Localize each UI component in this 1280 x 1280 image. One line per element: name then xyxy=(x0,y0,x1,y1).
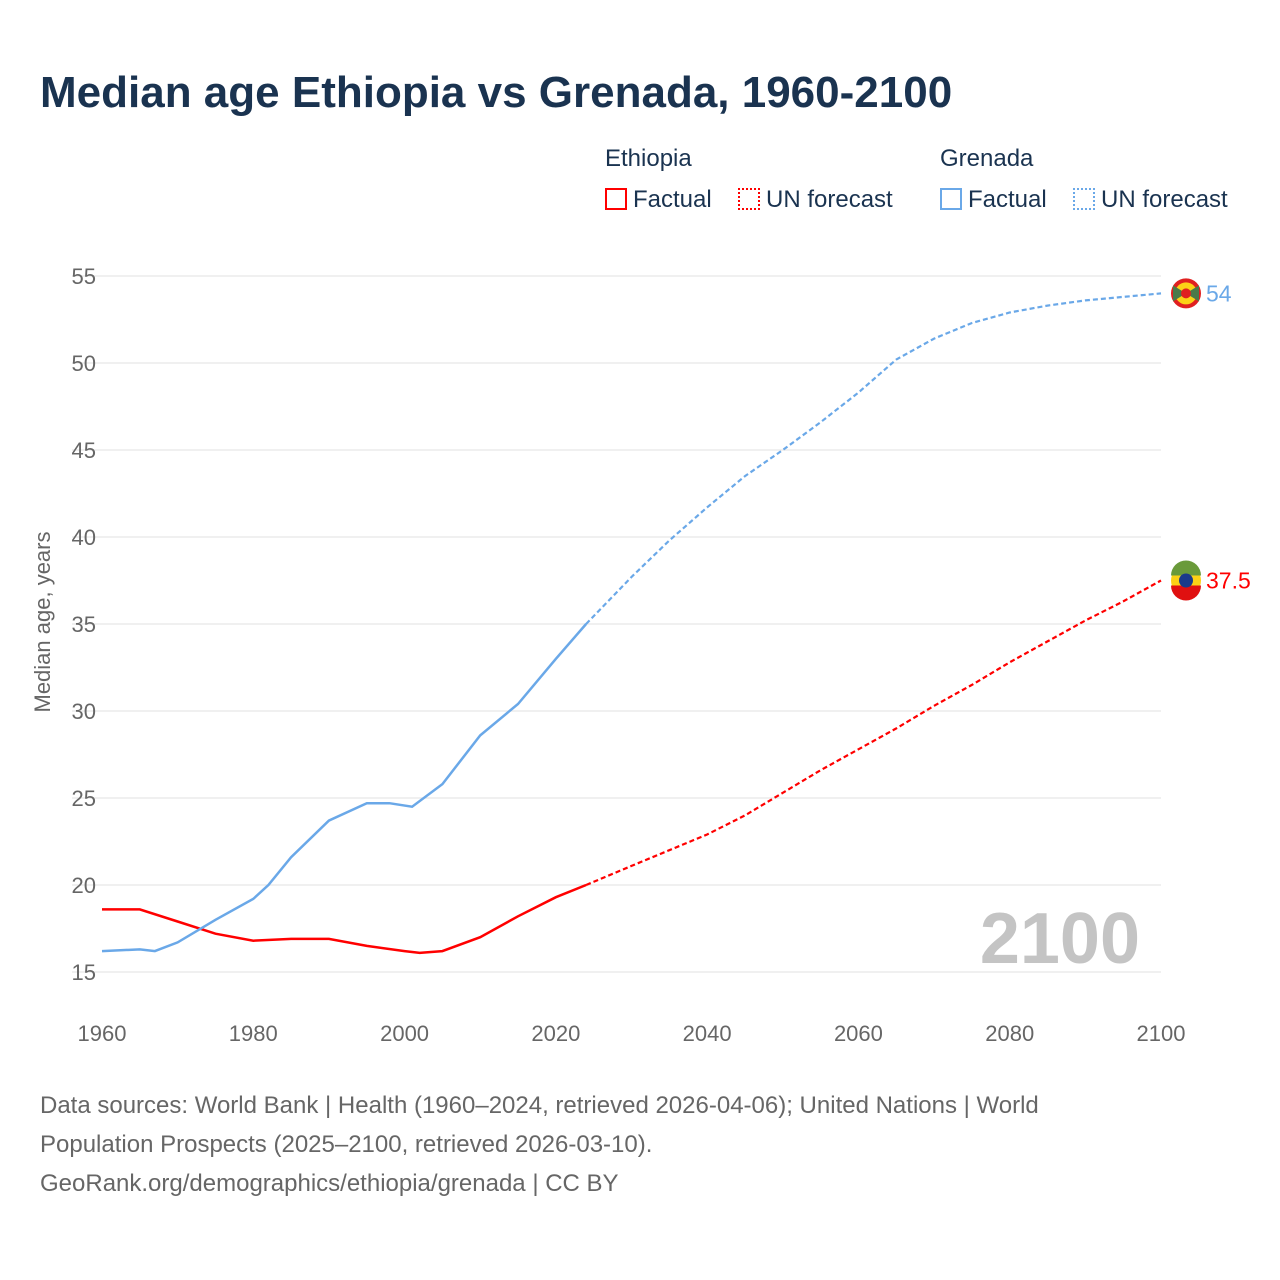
y-tick-label: 15 xyxy=(72,960,96,985)
grenada-flag-icon xyxy=(1171,278,1201,309)
legend-ethiopia-factual[interactable]: Factual xyxy=(605,186,712,214)
ethiopia-flag-icon xyxy=(1171,560,1201,601)
grenada-end-label: 54 xyxy=(1206,280,1232,306)
ethiopia-factual-line xyxy=(102,883,587,955)
legend-grenada-heading: Grenada xyxy=(940,145,1034,172)
y-tick-label: 35 xyxy=(72,612,96,637)
legend-grenada-factual[interactable]: Factual xyxy=(940,186,1047,214)
y-tick-label: 55 xyxy=(72,264,96,289)
x-tick-label: 1980 xyxy=(229,1021,278,1046)
x-tick-label: 2100 xyxy=(1137,1021,1186,1046)
legend-grenada-forecast[interactable]: UN forecast xyxy=(1073,186,1228,214)
y-tick-label: 45 xyxy=(72,438,96,463)
grenada-factual-line xyxy=(101,623,588,953)
ethiopia-forecast-line xyxy=(585,579,1162,887)
legend-label: UN forecast xyxy=(1101,186,1228,213)
y-axis-label: Median age, years xyxy=(30,532,55,713)
x-tick-label: 2080 xyxy=(985,1021,1034,1046)
y-tick-label: 25 xyxy=(72,786,96,811)
legend-ethiopia-forecast[interactable]: UN forecast xyxy=(738,186,893,214)
legend-ethiopia-heading: Ethiopia xyxy=(605,145,692,172)
x-tick-label: 2000 xyxy=(380,1021,429,1046)
ethiopia-end-label: 37.5 xyxy=(1206,568,1251,594)
x-tick-label: 2060 xyxy=(834,1021,883,1046)
y-tick-label: 20 xyxy=(72,873,96,898)
y-tick-label: 50 xyxy=(72,351,96,376)
x-tick-label: 2020 xyxy=(531,1021,580,1046)
y-tick-label: 40 xyxy=(72,525,96,550)
source-note: Data sources: World Bank | Health (1960–… xyxy=(40,1086,1190,1203)
x-tick-label: 2040 xyxy=(683,1021,732,1046)
legend-label: Factual xyxy=(633,186,712,213)
year-watermark: 2100 xyxy=(980,899,1140,979)
grenada-forecast-line xyxy=(585,292,1162,625)
x-tick-label: 1960 xyxy=(78,1021,127,1046)
source-line: Population Prospects (2025–2100, retriev… xyxy=(40,1131,653,1158)
chart-title: Median age Ethiopia vs Grenada, 1960-210… xyxy=(40,68,953,117)
legend-label: Factual xyxy=(968,186,1047,213)
source-line: Data sources: World Bank | Health (1960–… xyxy=(40,1092,1039,1119)
source-link[interactable]: GeoRank.org/demographics/ethiopia/grenad… xyxy=(40,1170,619,1197)
y-tick-label: 30 xyxy=(72,699,96,724)
legend-label: UN forecast xyxy=(766,186,893,213)
